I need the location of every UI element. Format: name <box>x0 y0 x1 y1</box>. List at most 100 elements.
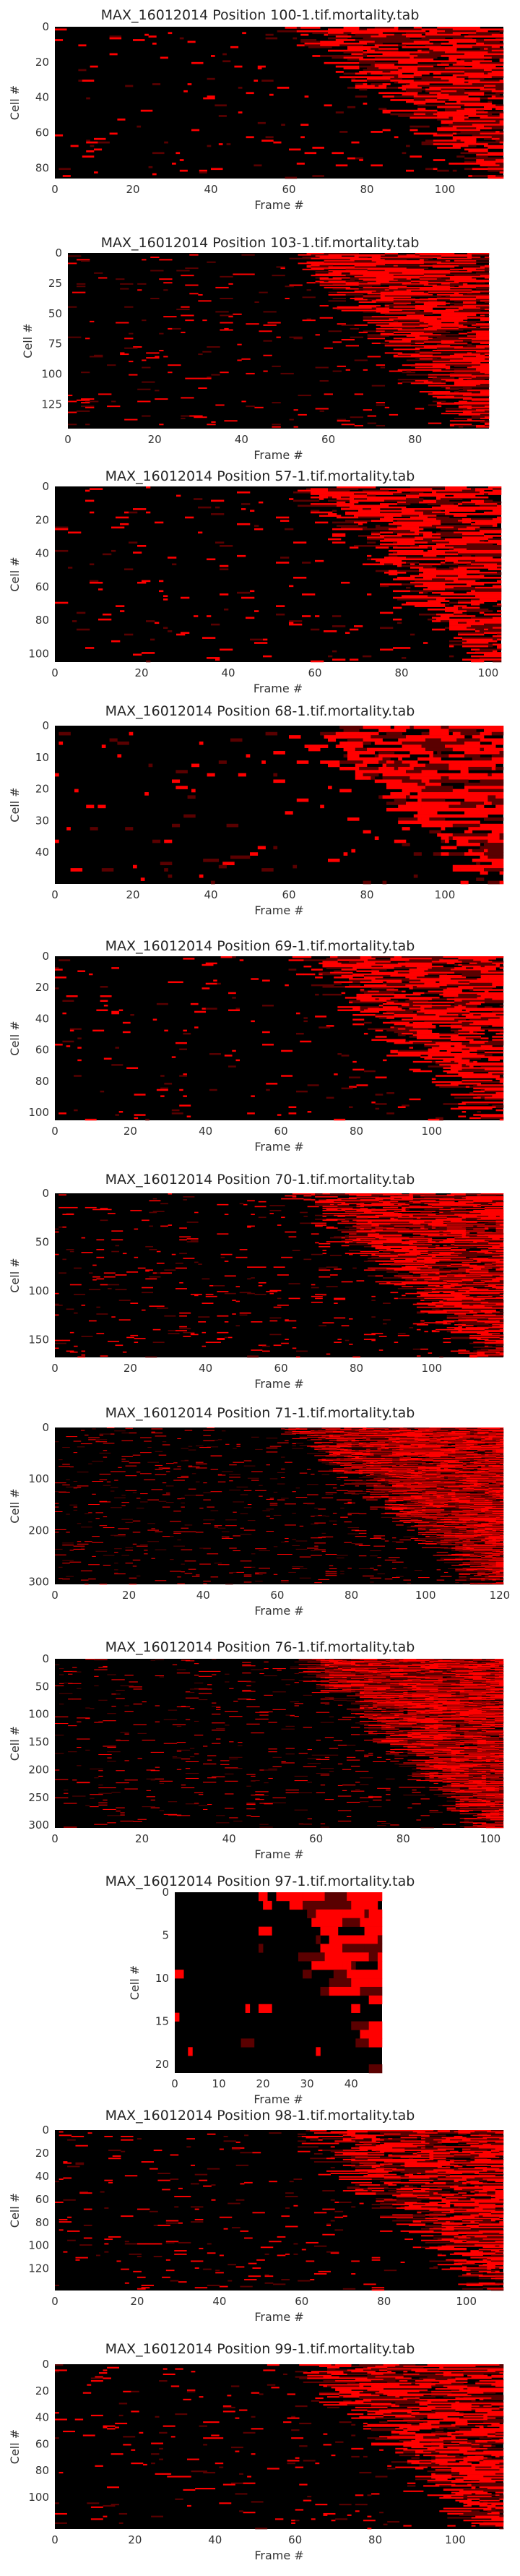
heatmap-cell <box>492 1197 504 1199</box>
heatmap-cell <box>476 113 493 116</box>
heatmap-cell <box>398 81 418 84</box>
heatmap-cell <box>458 526 467 529</box>
heatmap-cell <box>406 37 410 40</box>
heatmap-cell <box>484 270 490 272</box>
heatmap-cell <box>344 1226 360 1228</box>
heatmap-cell <box>449 601 459 604</box>
heatmap-cell <box>477 1227 485 1229</box>
heatmap-cell <box>115 1245 120 1247</box>
heatmap-cell <box>445 618 459 621</box>
heatmap-cell <box>386 1001 394 1004</box>
heatmap-cell <box>484 998 493 1000</box>
heatmap-cell <box>420 1196 436 1198</box>
heatmap-cell <box>462 1057 481 1060</box>
heatmap-cell <box>356 1231 365 1233</box>
heatmap-cell <box>349 978 372 980</box>
heatmap-cell <box>397 1230 402 1232</box>
heatmap-cell <box>454 1006 467 1008</box>
heatmap-cell <box>371 271 390 273</box>
heatmap-cell <box>477 1223 485 1225</box>
heatmap-cell <box>376 307 390 309</box>
heatmap-cell <box>441 852 449 856</box>
heatmap-cell <box>445 488 463 490</box>
heatmap-cell <box>341 1231 357 1233</box>
heatmap-cell <box>371 260 394 262</box>
heatmap-cell <box>363 275 377 277</box>
heatmap-cell <box>484 493 489 495</box>
heatmap-cell <box>328 254 355 256</box>
heatmap-cell <box>339 789 352 793</box>
heatmap-cell <box>493 598 502 601</box>
heatmap-cell <box>424 1010 440 1013</box>
heatmap-cell <box>460 35 465 38</box>
heatmap-cell <box>484 424 490 426</box>
heatmap-cell <box>454 1060 470 1063</box>
heatmap-cell <box>420 1258 425 1261</box>
heatmap-cell <box>367 293 377 295</box>
heatmap-cell <box>371 1102 376 1104</box>
heatmap-cell <box>465 1203 481 1206</box>
heatmap-cell <box>368 1197 376 1199</box>
heatmap-cell <box>484 521 493 524</box>
heatmap-cell <box>454 1018 467 1021</box>
heatmap-cell <box>390 971 399 974</box>
heatmap-cell <box>397 962 402 965</box>
heatmap-cell <box>425 139 434 142</box>
heatmap-cell <box>432 327 442 329</box>
heatmap-cell <box>389 510 415 512</box>
heatmap-cell <box>384 259 407 261</box>
heatmap-cell <box>480 116 496 119</box>
heatmap-cell <box>417 817 422 821</box>
heatmap-cell <box>390 1208 406 1211</box>
heatmap-cell <box>230 855 239 859</box>
heatmap-cell <box>497 610 502 612</box>
heatmap-cell <box>423 642 428 644</box>
heatmap-cell <box>384 557 407 559</box>
heatmap-cell <box>436 1042 440 1044</box>
heatmap-cell <box>467 506 485 509</box>
heatmap-cell <box>237 523 251 525</box>
heatmap-cell <box>462 1013 470 1016</box>
heatmap-cell <box>462 1102 477 1104</box>
heatmap-cell <box>480 1045 493 1047</box>
heatmap-cell <box>419 330 442 332</box>
heatmap-cell <box>458 1216 467 1217</box>
heatmap-cell <box>367 309 373 312</box>
heatmap-cell <box>439 1250 443 1252</box>
heatmap-cell <box>393 265 399 267</box>
heatmap-cell <box>394 1225 410 1227</box>
heatmap-cell <box>347 35 352 38</box>
heatmap-cell <box>409 1068 421 1071</box>
heatmap-cell <box>473 1056 489 1058</box>
heatmap-cell <box>393 618 402 621</box>
heatmap-cell <box>376 404 386 406</box>
heatmap-cell <box>484 309 490 311</box>
heatmap-cell <box>380 535 389 537</box>
heatmap-cell <box>409 1238 433 1240</box>
heatmap-cell <box>352 1241 368 1242</box>
heatmap-cell <box>378 998 391 1000</box>
heatmap-cell <box>150 638 155 641</box>
heatmap-cell <box>423 520 441 522</box>
heatmap-cell <box>352 1018 365 1021</box>
heatmap-cell <box>332 152 337 155</box>
heatmap-cell <box>350 273 359 275</box>
heatmap-cell <box>417 69 426 72</box>
heatmap-cell <box>431 1006 455 1008</box>
heatmap-cell <box>402 268 425 270</box>
heatmap-cell <box>484 496 489 499</box>
heatmap-cell <box>412 1049 417 1052</box>
heatmap-cell <box>247 1266 259 1268</box>
heatmap-cell <box>380 531 394 534</box>
heatmap-cell <box>371 300 381 302</box>
heatmap-cell <box>371 969 387 971</box>
heatmap-cell <box>450 1266 470 1268</box>
heatmap-cell <box>349 958 360 960</box>
heatmap-cell <box>380 298 394 299</box>
heatmap-cell <box>322 1208 338 1209</box>
heatmap-cell <box>458 1107 474 1110</box>
heatmap-cell <box>484 1219 489 1220</box>
heatmap-cell <box>371 505 389 507</box>
heatmap-cell <box>419 526 437 529</box>
heatmap-cell <box>228 992 236 995</box>
